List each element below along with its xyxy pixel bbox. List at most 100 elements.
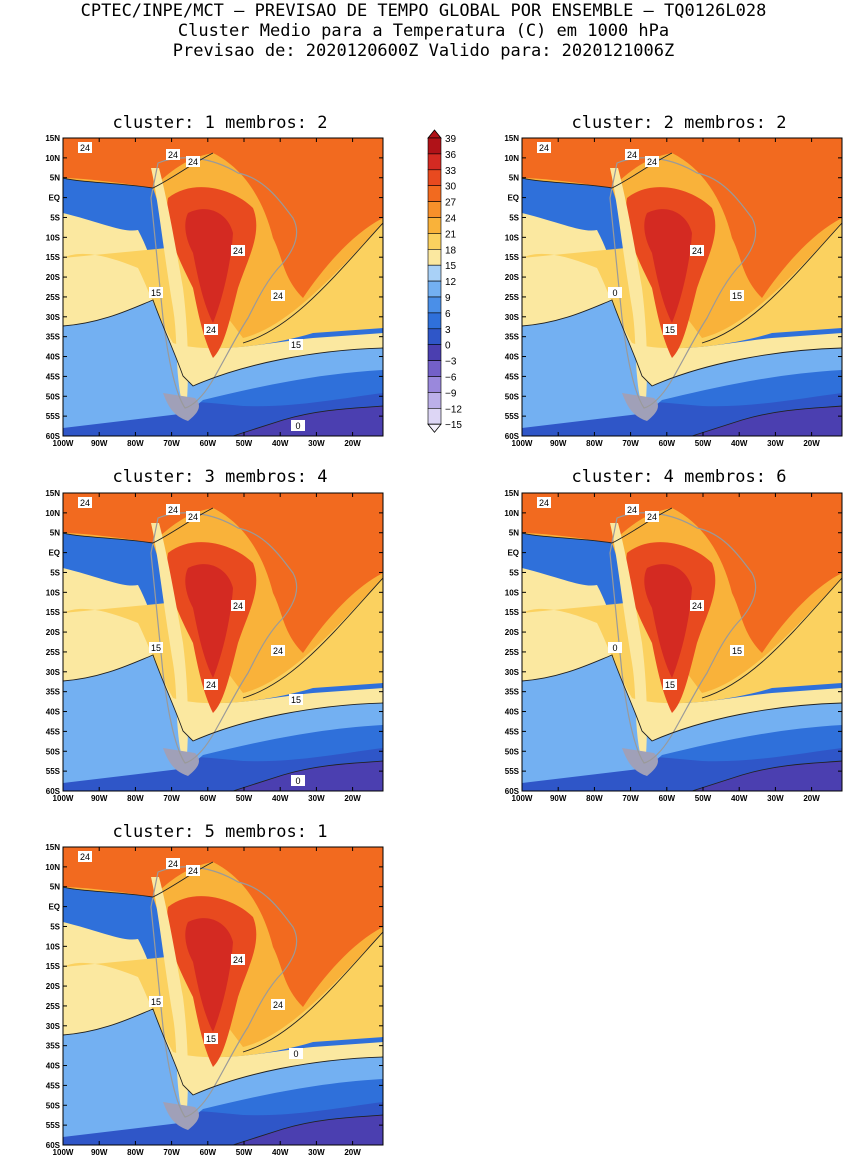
latitude-tick-label: 5N <box>50 529 60 538</box>
temperature-band-orange-dark <box>63 493 383 653</box>
header-line-1: CPTEC/INPE/MCT – PREVISAO DE TEMPO GLOBA… <box>80 1 767 21</box>
longitude-tick-label: 30W <box>767 794 784 803</box>
temperature-band-patagonia <box>622 393 658 421</box>
latitude-tick-label: 5N <box>50 883 60 892</box>
contour-label: 15 <box>149 642 163 653</box>
latitude-tick-label: EQ <box>48 194 60 203</box>
latitude-tick-label: 5S <box>50 922 60 931</box>
longitude-tick-label: 30W <box>308 439 325 448</box>
temperature-band-andes <box>151 877 188 1109</box>
colorbar-label: −6 <box>445 373 457 384</box>
latitude-tick-label: 15S <box>505 608 520 617</box>
latitude-tick-label: 15N <box>504 489 519 498</box>
cluster-5-title: cluster: 5 membros: 1 <box>112 822 328 842</box>
longitude-tick-label: 20W <box>344 439 361 448</box>
svg-text:24: 24 <box>80 143 90 153</box>
svg-text:15: 15 <box>732 646 742 656</box>
latitude-tick-label: EQ <box>48 903 60 912</box>
temperature-band-lightblue <box>522 300 842 428</box>
colorbar-segment <box>427 233 442 250</box>
colorbar-segment <box>427 376 442 393</box>
longitude-tick-label: 90W <box>550 794 567 803</box>
contour-label: 24 <box>78 497 92 508</box>
svg-text:24: 24 <box>206 680 216 690</box>
latitude-tick-label: 25S <box>505 293 520 302</box>
continent-outline <box>609 512 757 764</box>
contour-label: 24 <box>78 142 92 153</box>
contour-line <box>232 1114 383 1145</box>
latitude-tick-label: 30S <box>505 313 520 322</box>
svg-text:15: 15 <box>151 643 161 653</box>
colorbar-label: −12 <box>445 404 462 415</box>
contour-line <box>63 654 383 742</box>
temperature-band-orange-dark <box>63 138 383 298</box>
longitude-tick-label: 70W <box>163 794 180 803</box>
contour-label: 15 <box>663 679 677 690</box>
longitude-tick-label: 100W <box>512 439 533 448</box>
colorbar-label: 27 <box>445 198 457 209</box>
colorbar-label: −15 <box>445 420 462 431</box>
colorbar-label: 6 <box>445 309 451 320</box>
cluster-1-map: 24 24 24 24 24 24 15 15 0 15N 10N 5N EQ 5S 10S 15S 20S 25… <box>45 134 384 448</box>
longitude-tick-label: 50W <box>236 439 253 448</box>
svg-text:24: 24 <box>233 601 243 611</box>
svg-text:15: 15 <box>206 1034 216 1044</box>
longitude-tick-label: 20W <box>344 1148 361 1157</box>
colorbar-label: 18 <box>445 245 457 256</box>
longitude-tick-label: 50W <box>236 1148 253 1157</box>
latitude-tick-label: 30S <box>46 1022 61 1031</box>
svg-text:15: 15 <box>291 340 301 350</box>
latitude-tick-label: 10S <box>46 942 61 951</box>
longitude-tick-label: 60W <box>659 439 676 448</box>
latitude-tick-label: 10N <box>45 154 60 163</box>
colorbar-label: 36 <box>445 150 457 161</box>
colorbar-label: 33 <box>445 166 457 177</box>
contour-line <box>691 405 842 436</box>
colorbar-segment <box>427 201 442 218</box>
cluster-1-title: cluster: 1 membros: 2 <box>112 113 328 133</box>
svg-text:24: 24 <box>647 157 657 167</box>
contour-label: 24 <box>231 600 245 611</box>
contour-label: 15 <box>149 996 163 1007</box>
svg-text:24: 24 <box>273 646 283 656</box>
cluster-4-map: 24 24 24 24 15 15 0 15N 10N 5N EQ 5S 10S 15S 20S 25S 30S… <box>504 489 843 803</box>
contour-label: 24 <box>186 865 200 876</box>
svg-text:0: 0 <box>612 643 617 653</box>
latitude-tick-label: 40S <box>505 353 520 362</box>
contour-line <box>242 577 383 699</box>
latitude-tick-label: 5S <box>509 213 519 222</box>
longitude-tick-label: 90W <box>91 794 108 803</box>
latitude-tick-label: 10N <box>45 863 60 872</box>
latitude-tick-label: 60S <box>46 432 61 441</box>
latitude-tick-label: 25S <box>46 293 61 302</box>
continent-outline <box>150 866 298 1118</box>
svg-text:24: 24 <box>273 291 283 301</box>
colorbar-label: 30 <box>445 182 457 193</box>
colorbar-label: 39 <box>445 134 457 145</box>
longitude-tick-label: 70W <box>163 1148 180 1157</box>
svg-text:24: 24 <box>168 505 178 515</box>
temperature-band-cold-low <box>233 761 383 791</box>
latitude-tick-label: 10N <box>504 154 519 163</box>
latitude-tick-label: 40S <box>46 1062 61 1071</box>
latitude-tick-label: 45S <box>46 727 61 736</box>
temperature-band-andes <box>151 168 188 400</box>
contour-line <box>242 222 383 344</box>
svg-text:24: 24 <box>188 157 198 167</box>
contour-label: 24 <box>166 149 180 160</box>
longitude-tick-label: 50W <box>695 794 712 803</box>
latitude-tick-label: 20S <box>46 628 61 637</box>
temperature-band-lightblue <box>63 1009 383 1137</box>
latitude-tick-label: 30S <box>505 668 520 677</box>
contour-label: 15 <box>730 290 744 301</box>
latitude-tick-label: EQ <box>507 194 519 203</box>
contour-label: 24 <box>625 149 639 160</box>
contour-label: 24 <box>690 245 704 256</box>
latitude-tick-label: 15S <box>505 253 520 262</box>
contour-label: 24 <box>166 504 180 515</box>
latitude-tick-label: 60S <box>46 1141 61 1150</box>
latitude-tick-label: 10S <box>46 588 61 597</box>
longitude-tick-label: 80W <box>127 1148 144 1157</box>
contour-label: 15 <box>149 287 163 298</box>
